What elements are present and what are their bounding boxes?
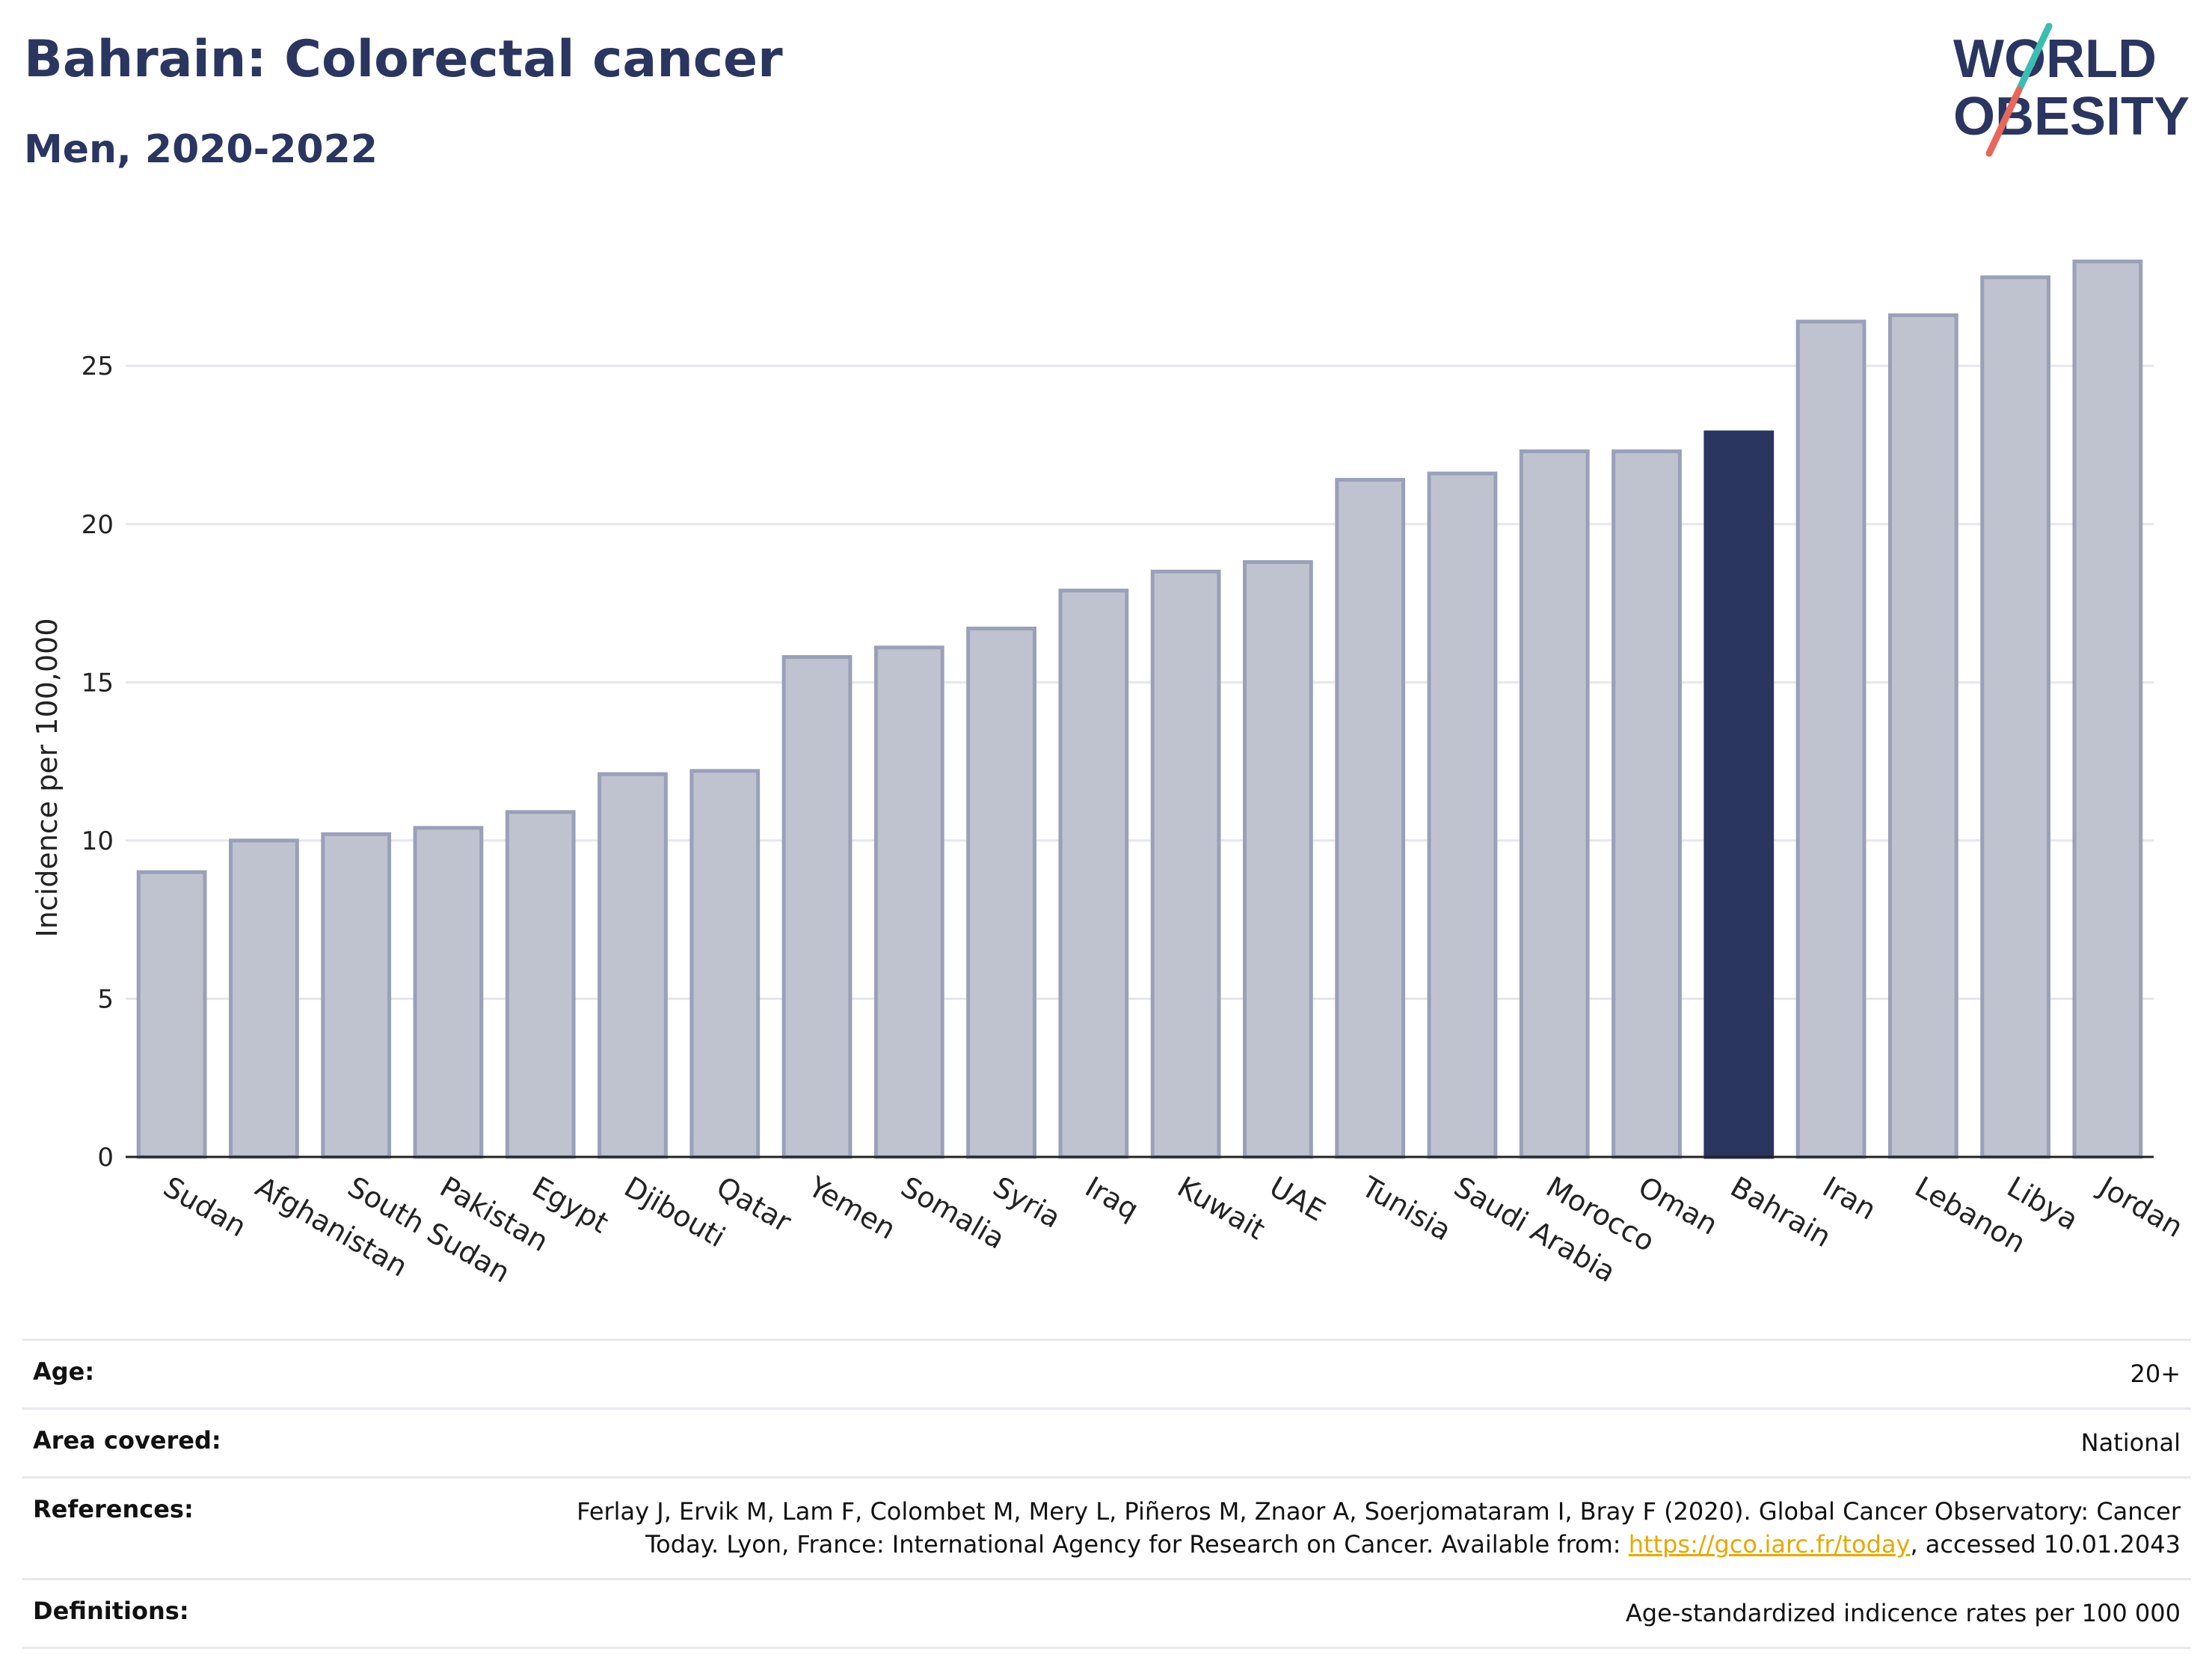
logo-word-obesity: OBESITY (1953, 87, 2190, 147)
bar-pakistan (413, 826, 484, 1159)
bar-jordan (2072, 260, 2143, 1159)
meta-row-references: References: Ferlay J, Ervik M, Lam F, Co… (22, 1477, 2191, 1579)
x-tick-label: UAE (1264, 1170, 1330, 1228)
x-tick-label: Iraq (1080, 1170, 1144, 1226)
meta-age-label: Age: (33, 1357, 95, 1386)
meta-definitions-label: Definitions: (33, 1597, 189, 1626)
bar-uae (1243, 560, 1313, 1159)
x-tick-label: Djibouti (619, 1170, 731, 1254)
references-link[interactable]: https://gco.iarc.fr/today (1628, 1530, 1911, 1559)
meta-definitions-value: Age-standardized indicence rates per 100… (1625, 1599, 2181, 1628)
bar-libya (1980, 275, 2050, 1159)
bar-djibouti (597, 772, 668, 1159)
bar-morocco (1519, 449, 1590, 1159)
bar-egypt (505, 810, 576, 1159)
bar-iran (1795, 319, 1867, 1159)
y-tick-label: 10 (82, 826, 114, 856)
y-tick-label: 25 (82, 351, 114, 381)
x-tick-label: Kuwait (1172, 1170, 1271, 1247)
bar-afghanistan (229, 838, 299, 1159)
chart-title: Bahrain: Colorectal cancer (24, 30, 783, 89)
metadata-table: Age: 20+ Area covered: National Referenc… (22, 1339, 2191, 1649)
bar-kuwait (1150, 569, 1221, 1159)
y-tick-label: 15 (82, 668, 114, 698)
y-tick-label: 5 (97, 984, 114, 1014)
references-text-line3: , accessed 10.01.2043 (1910, 1530, 2181, 1559)
x-tick-label: Bahrain (1725, 1170, 1837, 1254)
meta-row-area: Area covered: National (22, 1408, 2191, 1477)
bar-sudan (136, 870, 207, 1159)
meta-references-label: References: (33, 1494, 194, 1523)
x-tick-label: Iran (1817, 1170, 1881, 1226)
x-tick-label: Somalia (895, 1170, 1010, 1256)
meta-references-value: Ferlay J, Ervik M, Lam F, Colombet M, Me… (432, 1477, 2191, 1579)
bar-yemen (781, 654, 852, 1159)
references-text-line1: Ferlay J, Ervik M, Lam F, Colombet M, Me… (577, 1496, 2181, 1526)
meta-row-definitions: Definitions: Age-standardized indicence … (22, 1579, 2191, 1648)
meta-row-age: Age: 20+ (22, 1339, 2191, 1409)
y-axis-label: Incidence per 100,000 (31, 618, 64, 937)
bar-bahrain (1703, 430, 1775, 1159)
x-tick-label: Yemen (802, 1170, 901, 1246)
bar-tunisia (1335, 478, 1406, 1159)
logo-word-world: WORLD (1953, 29, 2157, 89)
x-tick-label: Sudan (158, 1170, 252, 1244)
bar-oman (1612, 449, 1682, 1159)
x-tick-label: Tunisia (1356, 1170, 1457, 1247)
bar-lebanon (1887, 313, 1958, 1159)
bar-syria (966, 626, 1036, 1159)
y-tick-label: 20 (82, 510, 114, 540)
references-text-line2: Today. Lyon, France: International Agenc… (645, 1530, 1629, 1559)
bar-south-sudan (321, 832, 392, 1159)
bar-saudi-arabia (1427, 471, 1498, 1159)
x-tick-label: Jordan (2092, 1170, 2188, 1244)
meta-area-label: Area covered: (33, 1425, 221, 1455)
bar-iraq (1058, 589, 1129, 1159)
y-tick-label: 0 (97, 1143, 114, 1173)
world-obesity-logo: WORLD OBESITY (1953, 22, 2190, 157)
bar-qatar (689, 769, 761, 1159)
meta-area-value: National (2080, 1428, 2181, 1457)
bars (136, 260, 2143, 1159)
meta-age-value: 20+ (2130, 1360, 2181, 1388)
bar-somalia (873, 645, 944, 1159)
chart-subtitle: Men, 2020-2022 (24, 127, 378, 172)
